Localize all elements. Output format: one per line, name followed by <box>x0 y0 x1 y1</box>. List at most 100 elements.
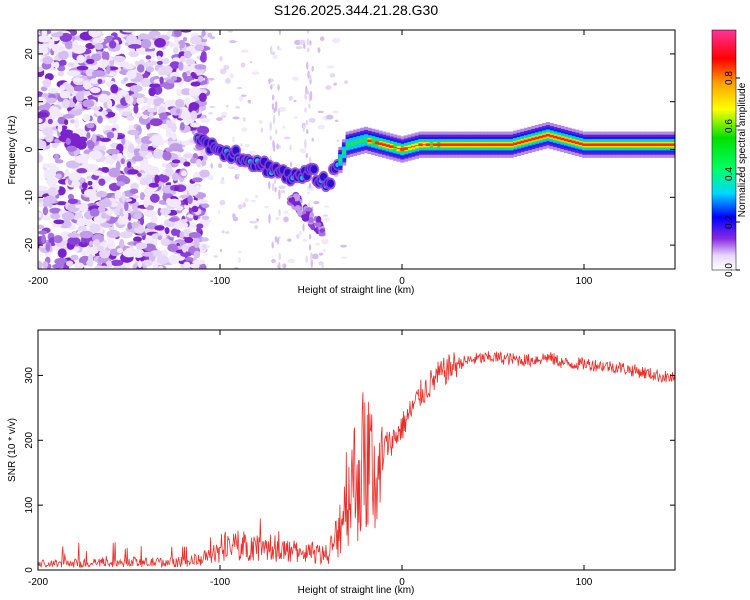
noise-blob <box>169 61 181 69</box>
noise-blob <box>143 187 153 197</box>
colorbar-tick-label: 0.8 <box>724 71 735 85</box>
noise-blob <box>170 75 178 81</box>
noise-blob <box>65 160 80 169</box>
noise-blob <box>110 259 124 267</box>
noise-blob <box>108 167 121 178</box>
noise-blob <box>43 195 57 204</box>
noise-blob <box>54 257 68 266</box>
ridge-band-segment <box>673 143 675 147</box>
noise-blob <box>106 229 121 238</box>
noise-blob <box>202 84 208 89</box>
noise-blob <box>83 80 92 90</box>
noise-blob <box>46 177 58 187</box>
noise-blob <box>38 35 51 43</box>
ridge-band-segment <box>611 143 616 147</box>
noise-blob <box>287 238 292 242</box>
noise-blob <box>128 39 142 45</box>
ridge-band-segment <box>604 143 609 147</box>
noise-blob <box>302 223 305 232</box>
noise-blob <box>241 94 247 97</box>
noise-blob <box>278 185 286 190</box>
noise-blob <box>140 77 151 88</box>
noise-blob <box>188 86 201 97</box>
noise-blob <box>153 98 162 107</box>
ridge-band-segment <box>600 143 605 147</box>
noise-blob <box>220 115 227 118</box>
noise-blob <box>61 212 75 221</box>
noise-blob <box>290 161 293 167</box>
noise-blob <box>132 248 145 258</box>
noise-blob <box>232 213 236 219</box>
noise-blob <box>201 159 207 167</box>
ridge-band-segment <box>494 143 500 147</box>
snr-background <box>38 330 675 570</box>
noise-blob <box>273 177 277 185</box>
ridge-band-segment <box>498 143 503 147</box>
ridge-band-segment <box>407 147 412 148</box>
noise-blob <box>98 178 106 186</box>
noise-blob <box>188 101 200 111</box>
ridge-band-segment <box>636 143 642 147</box>
noise-blob <box>333 82 337 86</box>
noise-blob <box>157 235 162 241</box>
noise-blob <box>174 36 180 43</box>
colorbar-tick-label: 0.2 <box>724 215 735 229</box>
noise-blob <box>249 61 252 64</box>
noise-blob <box>307 70 310 79</box>
noise-blob <box>325 85 332 90</box>
noise-blob <box>124 201 129 212</box>
noise-blob <box>109 60 115 67</box>
noise-blob <box>247 99 252 104</box>
noise-blob <box>167 30 173 36</box>
noise-blob <box>47 118 53 125</box>
noise-blob <box>260 127 264 133</box>
noise-blob <box>119 231 133 239</box>
noise-blob <box>57 71 65 77</box>
colorbar-tick-label: 0.4 <box>724 167 735 181</box>
noise-blob <box>113 95 120 101</box>
noise-blob <box>90 53 102 62</box>
ridge-band-segment <box>509 143 514 147</box>
noise-blob <box>219 68 227 75</box>
noise-blob <box>162 151 172 161</box>
noise-blob <box>48 39 55 47</box>
noise-blob <box>128 125 134 131</box>
noise-blob <box>180 55 186 63</box>
noise-blob <box>258 120 263 125</box>
noise-blob <box>131 221 140 228</box>
ridge-band-segment <box>443 143 449 147</box>
noise-blob <box>74 154 89 164</box>
noise-blob <box>207 32 213 38</box>
noise-blob <box>46 97 57 104</box>
noise-blob <box>199 53 207 63</box>
noise-blob <box>154 174 160 184</box>
noise-blob <box>88 150 103 160</box>
noise-blob <box>141 251 154 257</box>
noise-blob <box>112 55 126 62</box>
noise-blob <box>176 108 181 115</box>
noise-blob <box>171 132 177 141</box>
noise-blob <box>159 112 168 120</box>
noise-blob <box>196 158 202 168</box>
noise-blob <box>56 31 64 37</box>
noise-blob <box>199 263 207 269</box>
noise-blob <box>124 93 131 102</box>
noise-blob <box>156 55 162 61</box>
noise-blob <box>179 30 192 33</box>
colorbar-ticks: 0.0 0.2 0.4 0.6 0.8 <box>724 71 740 277</box>
noise-blob <box>90 64 99 71</box>
noise-blob <box>67 232 80 238</box>
noise-blob <box>276 143 279 150</box>
noise-blob <box>321 238 329 245</box>
noise-blob <box>101 51 107 60</box>
noise-blob <box>68 133 81 143</box>
ridge-band-segment <box>654 143 660 147</box>
noise-blob <box>179 122 185 131</box>
noise-blob <box>119 238 125 249</box>
noise-blob <box>162 66 167 76</box>
noise-blob <box>196 199 208 204</box>
noise-blob <box>322 214 328 217</box>
ridge-band-segment <box>374 141 379 145</box>
noise-blob <box>128 43 142 49</box>
noise-blob <box>139 192 145 201</box>
